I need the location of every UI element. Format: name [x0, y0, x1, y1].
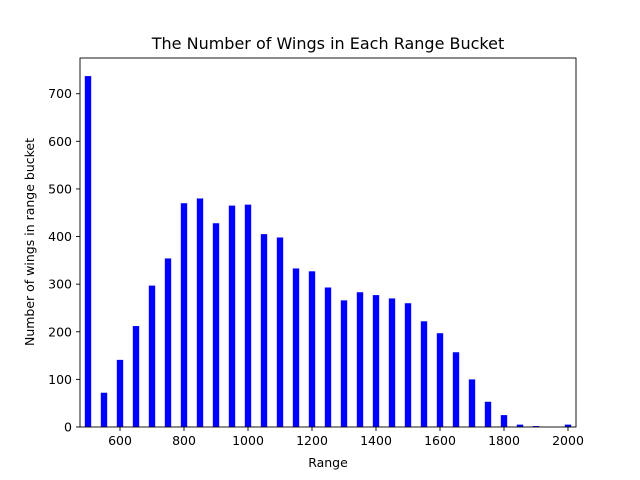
bar-2000 — [564, 424, 572, 427]
bar-750 — [164, 258, 172, 427]
x-tick-label-1200: 1200 — [296, 433, 328, 448]
bar-1300 — [340, 300, 348, 427]
bar-1250 — [324, 287, 332, 427]
bar-1400 — [372, 295, 380, 427]
x-tick-label-1600: 1600 — [424, 433, 456, 448]
bar-1100 — [276, 237, 284, 427]
bar-1450 — [388, 298, 396, 427]
bar-600 — [116, 359, 124, 427]
bar-1200 — [308, 271, 316, 427]
bars-group — [84, 76, 572, 427]
y-tick-label-400: 400 — [48, 229, 72, 244]
bar-1000 — [244, 204, 252, 427]
bar-1550 — [420, 321, 428, 427]
bar-1600 — [436, 333, 444, 427]
y-tick-label-200: 200 — [48, 324, 72, 339]
x-tick-label-1800: 1800 — [488, 433, 520, 448]
bar-800 — [180, 203, 188, 427]
plot-frame — [79, 57, 577, 428]
bar-1850 — [516, 424, 524, 427]
y-tick-label-500: 500 — [48, 181, 72, 196]
y-axis-label: Number of wings in range bucket — [22, 138, 37, 346]
bar-1700 — [468, 379, 476, 427]
bar-700 — [148, 285, 156, 427]
x-tick-label-600: 600 — [108, 433, 132, 448]
x-axis-ticks: 600 800 1000 1200 1400 1600 1800 2000 — [108, 427, 584, 448]
x-tick-label-800: 800 — [172, 433, 196, 448]
x-axis-label: Range — [308, 455, 348, 470]
y-tick-label-0: 0 — [64, 420, 72, 435]
x-tick-label-2000: 2000 — [552, 433, 584, 448]
bar-1800 — [500, 415, 508, 427]
bar-900 — [212, 223, 220, 427]
y-tick-label-700: 700 — [48, 86, 72, 101]
bar-650 — [132, 326, 140, 427]
bar-850 — [196, 198, 204, 427]
bar-1750 — [484, 401, 492, 427]
bar-1900 — [532, 426, 540, 427]
bar-1050 — [260, 234, 268, 427]
bar-1650 — [452, 352, 460, 427]
x-tick-label-1000: 1000 — [232, 433, 264, 448]
bar-1350 — [356, 292, 364, 427]
x-tick-label-1400: 1400 — [360, 433, 392, 448]
bar-950 — [228, 205, 236, 427]
bar-1150 — [292, 268, 300, 427]
y-tick-label-100: 100 — [48, 372, 72, 387]
y-tick-label-600: 600 — [48, 134, 72, 149]
bar-500 — [84, 76, 92, 427]
chart-title: The Number of Wings in Each Range Bucket — [151, 34, 504, 53]
bar-550 — [100, 392, 108, 427]
y-axis-ticks: 0 100 200 300 400 500 600 700 — [48, 86, 80, 435]
bar-1500 — [404, 303, 412, 427]
y-tick-label-300: 300 — [48, 277, 72, 292]
